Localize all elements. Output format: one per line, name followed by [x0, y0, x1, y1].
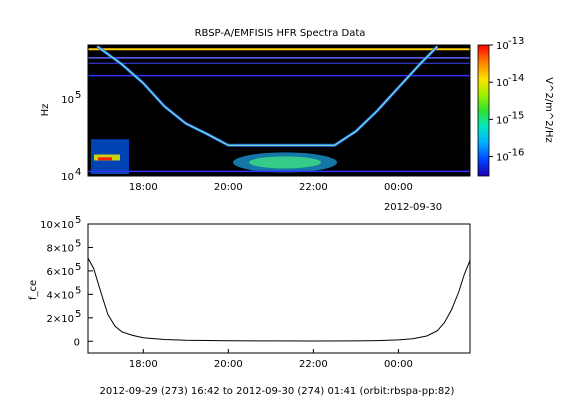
fce-y-tick-exponent: 5	[75, 238, 81, 249]
colorbar-tick-label: 10	[496, 153, 509, 164]
spectrogram-x-tick-label: 18:00	[129, 182, 158, 193]
spectrogram-title: RBSP-A/EMFISIS HFR Spectra Data	[195, 28, 366, 39]
spectrogram-y-tick-exponent: 4	[75, 167, 81, 178]
colorbar-gradient	[477, 44, 490, 177]
emission-blob-core	[249, 156, 322, 169]
spectrogram-y-label: Hz	[40, 104, 51, 117]
fce-x-tick-label: 00:00	[384, 359, 413, 370]
fce-series-line	[87, 257, 471, 342]
fce-frame	[87, 223, 471, 354]
fce-y-tick-label: 4×10	[47, 290, 74, 301]
fce-panel: 18:00 20:00 22:00 00:00 02×10 54×10 56×10 58×1…	[40, 215, 471, 370]
fce-y-tick-label: 2×10	[47, 314, 74, 325]
colorbar-label: V^2/m^2/Hz	[543, 77, 554, 143]
spectrogram-date-label: 2012-09-30	[384, 202, 442, 213]
spectrogram-y-tick-exponent: 5	[75, 90, 81, 101]
spectrogram-features	[88, 45, 470, 174]
fce-y-tick-label: 6×10	[47, 267, 74, 278]
spectrogram-y-tick-label: 10	[61, 95, 74, 106]
colorbar-tick-label: 10	[496, 115, 509, 126]
spectrogram-x-tick-label: 20:00	[214, 182, 243, 193]
spectrogram-x-tick-label: 22:00	[299, 182, 328, 193]
upper-hybrid-trace-core	[96, 45, 438, 146]
spectrogram-x-axis: 18:00 20:00 22:00 00:00	[129, 172, 413, 193]
spectrogram-x-tick-label: 00:00	[384, 182, 413, 193]
fce-x-tick-label: 20:00	[214, 359, 243, 370]
colorbar-tick-exponent: -14	[508, 73, 524, 84]
fce-y-tick-exponent: 5	[75, 309, 81, 320]
fce-y-tick-exponent: 5	[75, 215, 81, 226]
colorbar-tick-label: 10	[496, 41, 509, 52]
fce-x-tick-label: 18:00	[129, 359, 158, 370]
fce-y-tick-exponent: 5	[75, 262, 81, 273]
fce-x-tick-label: 22:00	[299, 359, 328, 370]
spectrogram-frame	[87, 44, 471, 177]
colorbar-tick-exponent: -13	[508, 36, 524, 47]
fce-y-tick-label: 10×10	[40, 220, 74, 231]
fce-y-tick-exponent: 5	[75, 285, 81, 296]
emission-left-peak	[98, 157, 112, 161]
fce-y-label: f_ce	[28, 280, 39, 300]
fce-x-axis: 18:00 20:00 22:00 00:00	[129, 349, 413, 370]
fce-y-axis: 02×10 54×10 56×10 58×10 510×10 5	[40, 215, 93, 348]
spectrogram-y-tick-label: 10	[61, 172, 74, 183]
time-range-footer: 2012-09-29 (273) 16:42 to 2012-09-30 (27…	[100, 386, 455, 397]
colorbar-tick-exponent: -15	[508, 110, 524, 121]
fce-y-tick-label: 0	[74, 337, 80, 348]
colorbar-tick-label: 10	[496, 78, 509, 89]
colorbar-tick-exponent: -16	[508, 148, 524, 159]
fce-y-tick-label: 8×10	[47, 243, 74, 254]
